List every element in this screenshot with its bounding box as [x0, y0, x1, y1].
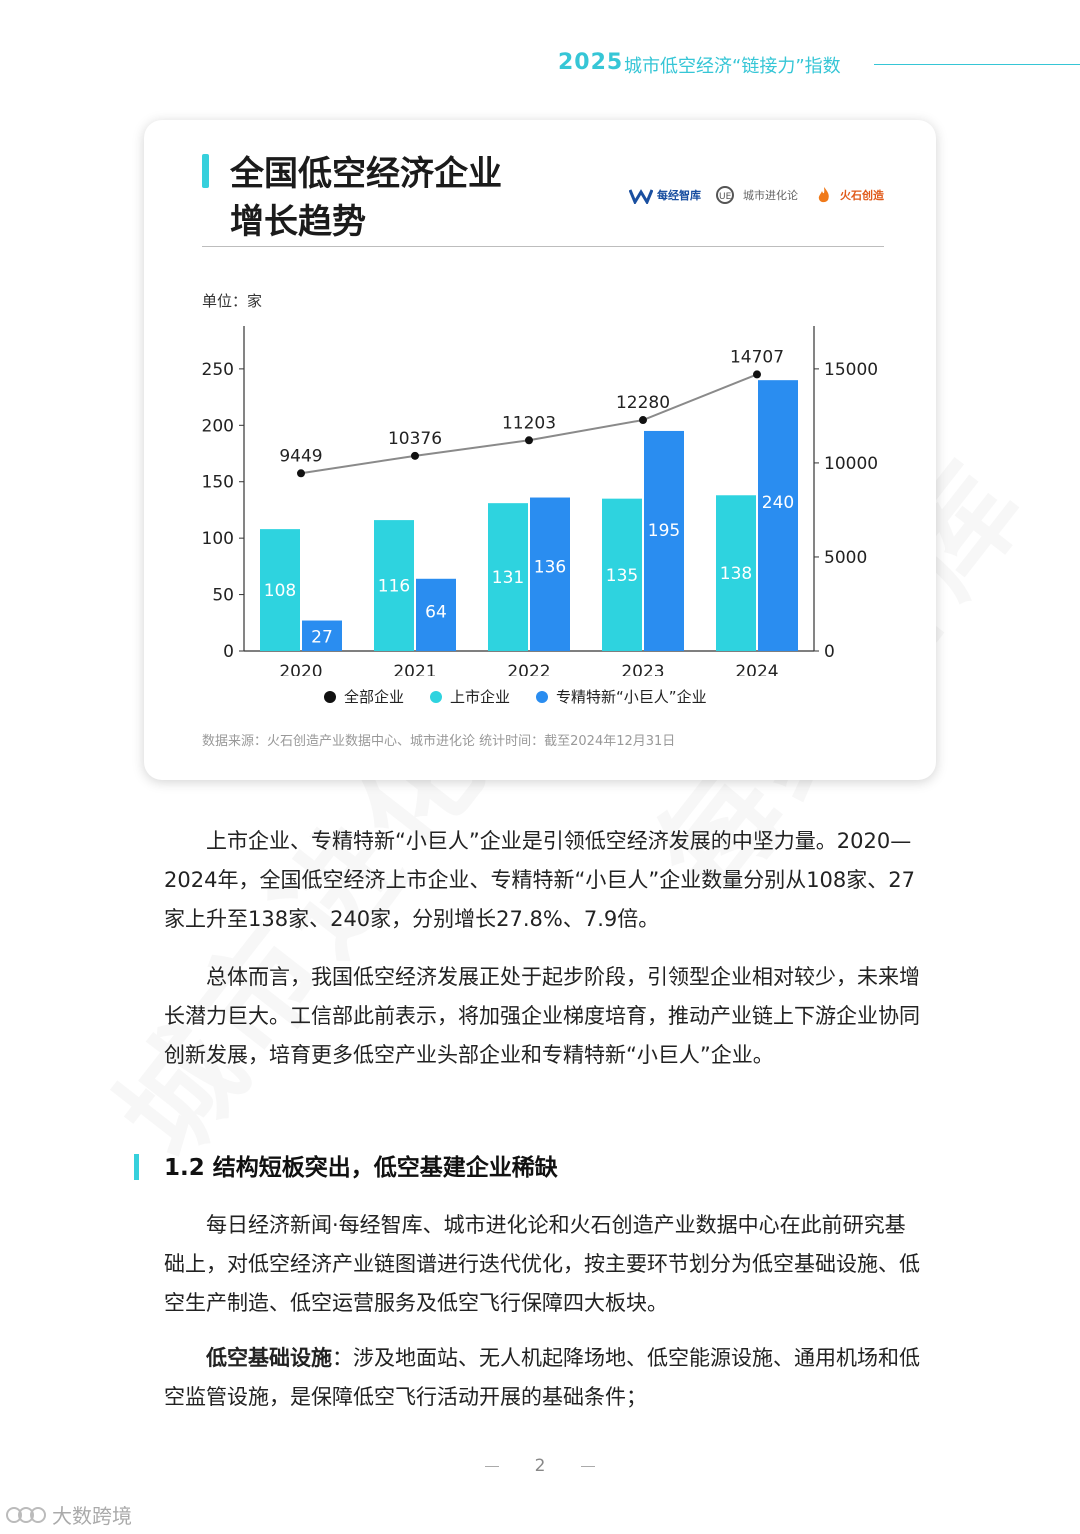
bar-listed	[716, 495, 756, 651]
x-tick-label: 2020	[279, 662, 322, 676]
paragraph-1: 上市企业、专精特新“小巨人”企业是引领低空经济发展的中坚力量。2020—2024…	[164, 829, 916, 931]
point-all-enterprises-label: 12280	[616, 393, 670, 413]
header-title: 城市低空经济“链接力”指数	[624, 56, 841, 77]
growth-chart: 0 50 100 150 200 250 0 5000 10000 15000 2020 108 27 2…	[202, 326, 878, 676]
data-source: 数据来源：火石创造产业数据中心、城市进化论 统计时间：截至2024年12月31日	[202, 734, 676, 749]
partner-logos: 每经智库 UE 城市进化论 火石创造	[629, 186, 884, 204]
bar-little-giant	[530, 497, 570, 651]
right-tick-label: 0	[824, 642, 835, 662]
paragraph-3: 每日经济新闻·每经智库、城市进化论和火石创造产业数据中心在此前研究基础上，对低空…	[164, 1213, 920, 1315]
bar-listed	[602, 498, 642, 651]
point-all-enterprises-label: 9449	[279, 446, 322, 466]
legend-item-little-giant: 专精特新“小巨人”企业	[536, 686, 707, 707]
svg-text:UE: UE	[719, 192, 732, 202]
bar-listed	[374, 520, 414, 651]
x-tick-label: 2024	[735, 662, 778, 676]
logo-huoshi: 火石创造	[812, 186, 884, 204]
left-tick-label: 150	[202, 473, 234, 493]
bar-little-giant-label: 136	[534, 558, 566, 578]
point-all-enterprises	[639, 416, 647, 425]
bar-listed-label: 108	[264, 581, 296, 601]
point-all-enterprises	[753, 370, 761, 379]
bar-listed-label: 138	[720, 564, 752, 584]
flame-icon	[818, 187, 829, 203]
bar-little-giant	[416, 578, 456, 651]
bar-listed	[488, 503, 528, 651]
brand-logo-icon	[6, 1506, 46, 1523]
paragraph-4: 低空基础设施：涉及地面站、无人机起降场地、低空能源设施、通用机场和低空监管设施，…	[164, 1346, 920, 1409]
right-tick-label: 5000	[824, 548, 867, 568]
ue-logo-icon: UE	[716, 186, 734, 204]
logo-ue: UE 城市进化论	[715, 186, 798, 204]
title-divider	[202, 246, 884, 247]
logo-nbd: 每经智库	[629, 186, 701, 204]
point-all-enterprises	[525, 436, 533, 445]
bar-little-giant-label: 64	[425, 602, 447, 622]
bar-little-giant	[758, 380, 798, 651]
bar-little-giant-label: 27	[311, 628, 333, 648]
section-heading: 1.2 结构短板突出，低空基建企业稀缺	[164, 1155, 558, 1181]
bar-little-giant-label: 240	[762, 493, 794, 513]
left-tick-label: 50	[212, 586, 234, 606]
left-tick-label: 0	[223, 642, 234, 662]
chart-card: 全国低空经济企业 增长趋势 每经智库 UE 城市进化论 火石创造 单位：家 0 5…	[144, 120, 936, 780]
point-all-enterprises	[297, 469, 305, 478]
bar-little-giant	[302, 620, 342, 651]
header-year: 2025	[558, 50, 624, 75]
left-tick-label: 200	[202, 416, 234, 436]
bar-listed	[260, 529, 300, 651]
left-tick-label: 100	[202, 529, 234, 549]
chart-title: 全国低空经济企业 增长趋势	[230, 154, 502, 242]
bar-listed-label: 131	[492, 568, 524, 588]
bar-little-giant	[644, 430, 684, 651]
paragraph-4-term: 低空基础设施	[206, 1346, 332, 1370]
bar-little-giant-label: 195	[648, 521, 680, 541]
right-tick-label: 10000	[824, 454, 878, 474]
point-all-enterprises	[411, 451, 419, 460]
title-accent-bar	[202, 154, 209, 188]
x-tick-label: 2023	[621, 662, 664, 676]
left-tick-label: 250	[202, 360, 234, 380]
point-all-enterprises-label: 14707	[730, 347, 784, 367]
point-all-enterprises-label: 10376	[388, 429, 442, 449]
header-rule	[874, 64, 1080, 65]
heading-accent-bar	[134, 1154, 139, 1180]
legend-item-listed: 上市企业	[430, 686, 510, 707]
brand-watermark: 大数跨境	[6, 1500, 132, 1529]
right-tick-label: 15000	[824, 360, 878, 380]
page-number: 2	[0, 1456, 1080, 1476]
bar-listed-label: 116	[378, 577, 410, 597]
nbd-logo-icon	[629, 189, 653, 204]
point-all-enterprises-label: 11203	[502, 413, 556, 433]
bar-listed-label: 135	[606, 566, 638, 586]
x-tick-label: 2022	[507, 662, 550, 676]
x-tick-label: 2021	[393, 662, 436, 676]
unit-label: 单位：家	[202, 292, 263, 310]
legend-item-all: 全部企业	[324, 686, 404, 707]
chart-legend: 全部企业 上市企业 专精特新“小巨人”企业	[324, 686, 707, 707]
paragraph-2: 总体而言，我国低空经济发展正处于起步阶段，引领型企业相对较少，未来增长潜力巨大。…	[164, 965, 920, 1067]
